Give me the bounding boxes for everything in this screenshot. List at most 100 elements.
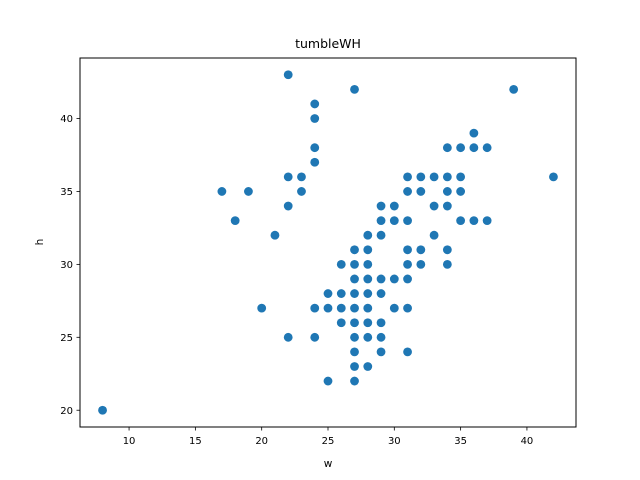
data-point — [350, 303, 359, 313]
y-tick-label: 20 — [60, 406, 73, 417]
data-point — [403, 274, 412, 284]
x-tick-label: 25 — [322, 436, 335, 447]
y-tick-label: 40 — [60, 114, 73, 125]
data-point — [350, 376, 359, 386]
data-point — [336, 303, 346, 313]
data-point — [363, 303, 373, 313]
data-point — [350, 347, 359, 357]
data-point — [283, 201, 293, 211]
data-point — [323, 303, 333, 313]
y-tick-label: 25 — [60, 333, 73, 344]
data-point — [376, 332, 386, 342]
data-point — [456, 216, 466, 226]
data-point — [416, 245, 426, 255]
data-point — [336, 289, 346, 298]
data-point — [363, 245, 373, 255]
data-point — [363, 259, 373, 269]
x-tick-label: 40 — [521, 436, 534, 447]
data-point — [363, 230, 373, 240]
data-point — [403, 245, 412, 255]
data-point — [403, 216, 412, 226]
data-point — [270, 230, 280, 240]
data-point — [442, 259, 452, 269]
data-point — [350, 332, 359, 342]
data-point — [429, 230, 439, 240]
x-tick-label: 15 — [189, 436, 202, 447]
data-point — [376, 318, 386, 328]
data-point — [323, 376, 333, 386]
data-point — [363, 274, 373, 284]
data-point — [323, 289, 333, 298]
data-point — [403, 303, 412, 313]
data-point — [389, 274, 399, 284]
data-point — [416, 172, 426, 182]
data-point — [403, 259, 412, 269]
data-point — [283, 332, 293, 342]
data-point — [217, 187, 227, 196]
x-tick-label: 10 — [123, 436, 136, 447]
data-point — [403, 172, 412, 182]
data-point — [442, 245, 452, 255]
data-point — [310, 157, 320, 167]
data-point — [429, 201, 439, 211]
data-point — [376, 216, 386, 226]
data-point — [350, 289, 359, 298]
data-point — [403, 347, 412, 357]
data-point — [283, 70, 293, 80]
data-point — [376, 201, 386, 211]
data-point — [469, 128, 479, 138]
data-point — [336, 318, 346, 328]
data-point — [310, 114, 320, 123]
data-point — [350, 274, 359, 284]
data-point — [442, 143, 452, 153]
data-point — [376, 289, 386, 298]
data-point — [416, 187, 426, 196]
x-tick-label: 30 — [388, 436, 401, 447]
data-point — [416, 259, 426, 269]
data-point — [363, 362, 373, 371]
chart-title: tumbleWH — [295, 36, 361, 51]
data-point — [283, 172, 293, 182]
data-point — [363, 318, 373, 328]
data-point — [376, 230, 386, 240]
data-points — [98, 70, 558, 415]
data-point — [442, 201, 452, 211]
data-point — [442, 187, 452, 196]
data-point — [230, 216, 240, 226]
data-point — [389, 303, 399, 313]
data-point — [482, 143, 492, 153]
data-point — [456, 172, 466, 182]
y-tick-label: 35 — [60, 187, 73, 198]
x-tick-label: 20 — [255, 436, 268, 447]
data-point — [469, 216, 479, 226]
x-axis-ticks: 10 15 20 25 30 35 40 — [123, 427, 534, 447]
x-axis-label: w — [324, 458, 333, 470]
data-point — [350, 362, 359, 371]
y-tick-label: 30 — [60, 260, 73, 271]
data-point — [456, 143, 466, 153]
data-point — [509, 84, 519, 94]
data-point — [310, 143, 320, 153]
data-point — [310, 332, 320, 342]
y-axis-label: h — [34, 239, 46, 246]
data-point — [389, 216, 399, 226]
data-point — [257, 303, 267, 313]
data-point — [469, 143, 479, 153]
data-point — [549, 172, 558, 182]
data-point — [310, 99, 320, 109]
data-point — [297, 172, 306, 182]
data-point — [376, 274, 386, 284]
data-point — [244, 187, 253, 196]
data-point — [297, 187, 306, 196]
data-point — [350, 318, 359, 328]
data-point — [403, 187, 412, 196]
x-tick-label: 35 — [454, 436, 467, 447]
data-point — [350, 259, 359, 269]
data-point — [363, 289, 373, 298]
data-point — [98, 405, 107, 415]
data-point — [482, 216, 492, 226]
data-point — [310, 303, 320, 313]
data-point — [363, 332, 373, 342]
